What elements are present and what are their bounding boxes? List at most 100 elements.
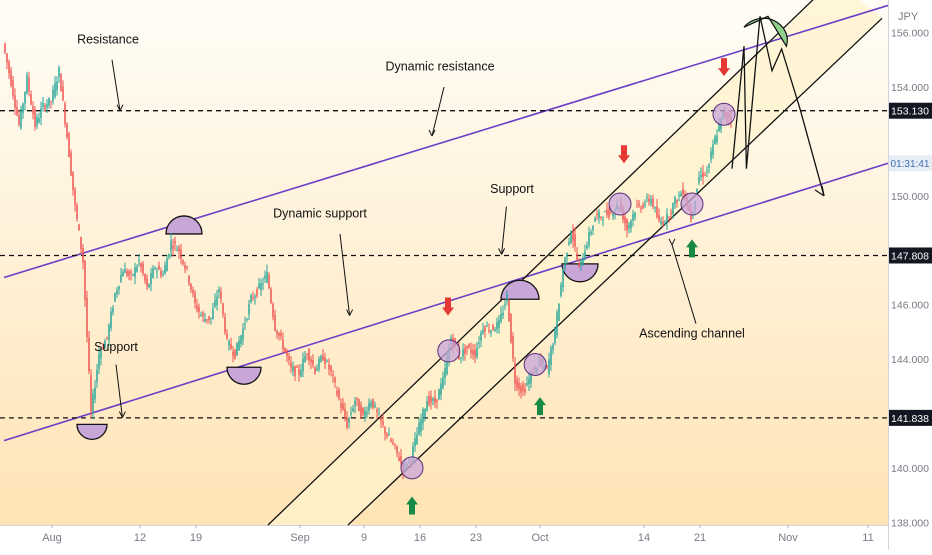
candle-body bbox=[290, 363, 292, 368]
candle-body bbox=[374, 405, 376, 407]
candle-body bbox=[62, 86, 64, 101]
candle-body bbox=[512, 336, 514, 359]
candle-body bbox=[4, 43, 6, 53]
candle-body bbox=[600, 216, 602, 218]
candle-body bbox=[352, 408, 354, 411]
candle-body bbox=[444, 367, 446, 378]
candle-body bbox=[668, 217, 670, 219]
candle-body bbox=[226, 333, 228, 339]
candle-body bbox=[242, 328, 244, 340]
candle-body bbox=[200, 314, 202, 316]
candle-body bbox=[490, 330, 492, 334]
channel-touch-circle bbox=[680, 192, 704, 216]
candle-body bbox=[664, 222, 666, 224]
level-label-bg bbox=[889, 102, 932, 119]
candle-body bbox=[674, 197, 676, 205]
candle-body bbox=[430, 395, 432, 403]
candle-body bbox=[212, 308, 214, 319]
candle-body bbox=[38, 118, 40, 123]
candle-body bbox=[492, 324, 494, 330]
candle-body bbox=[480, 332, 482, 341]
candle-body bbox=[666, 213, 668, 223]
price-tick-label: 140.000 bbox=[891, 463, 929, 475]
candle-body bbox=[280, 332, 282, 337]
candle-body bbox=[140, 263, 142, 268]
candle-body bbox=[572, 231, 574, 241]
candle-body bbox=[504, 304, 506, 306]
candle-body bbox=[362, 407, 364, 414]
candle-body bbox=[580, 259, 582, 265]
candle-body bbox=[400, 456, 402, 464]
candle-body bbox=[158, 265, 160, 270]
candle-body bbox=[96, 369, 98, 383]
candle-body bbox=[446, 356, 448, 374]
candle-body bbox=[238, 340, 240, 351]
candle-body bbox=[46, 104, 48, 108]
candle-body bbox=[496, 321, 498, 330]
candle-body bbox=[606, 209, 608, 216]
candle-body bbox=[640, 207, 642, 209]
candle-body bbox=[136, 266, 138, 272]
candle-body bbox=[228, 341, 230, 346]
candle-body bbox=[394, 444, 396, 446]
candle-body bbox=[436, 399, 438, 402]
candle-body bbox=[346, 417, 348, 428]
candle-body bbox=[70, 152, 72, 176]
projection-bubble bbox=[743, 15, 788, 48]
candle-body bbox=[326, 360, 328, 362]
candle-body bbox=[376, 409, 378, 413]
candle-body bbox=[292, 367, 294, 371]
time-tick-label: 19 bbox=[190, 532, 202, 544]
candle-body bbox=[464, 347, 466, 354]
annotation-label: Dynamic support bbox=[273, 207, 367, 221]
candle-body bbox=[682, 188, 684, 195]
candle-body bbox=[66, 123, 68, 138]
candle-body bbox=[624, 216, 626, 224]
buy-arrow-icon bbox=[406, 496, 418, 515]
candle-body bbox=[486, 325, 488, 327]
time-tick-label: 12 bbox=[134, 532, 146, 544]
candle-body bbox=[498, 319, 500, 328]
candle-body bbox=[560, 284, 562, 297]
candle-body bbox=[202, 312, 204, 317]
level-label-bg bbox=[889, 409, 932, 426]
channel-touch-circle bbox=[523, 353, 547, 377]
candle-body bbox=[360, 405, 362, 417]
candle-body bbox=[154, 268, 156, 270]
candle-body bbox=[82, 248, 84, 263]
shapes-layer bbox=[76, 215, 599, 440]
candle-body bbox=[378, 414, 380, 416]
candle-body bbox=[350, 413, 352, 415]
candle-body bbox=[652, 198, 654, 207]
candle-body bbox=[174, 240, 176, 244]
annotation-pointer-head bbox=[346, 309, 354, 316]
candle-body bbox=[530, 372, 532, 384]
candle-body bbox=[170, 240, 172, 251]
candle-body bbox=[412, 446, 414, 458]
candle-body bbox=[598, 211, 600, 219]
price-tick-label: 138.000 bbox=[891, 517, 929, 529]
annotation-pointer-head bbox=[428, 129, 436, 137]
candle-body bbox=[94, 387, 96, 400]
candle-body bbox=[588, 231, 590, 246]
current-price-tag bbox=[889, 155, 932, 172]
sell-arrow-icon bbox=[618, 145, 630, 164]
candle-body bbox=[566, 252, 568, 258]
candle-body bbox=[602, 219, 604, 221]
candle-body bbox=[342, 403, 344, 410]
candle-body bbox=[44, 105, 46, 110]
candle-body bbox=[612, 214, 614, 217]
time-tick-label: 11 bbox=[862, 532, 873, 544]
annotation-label: Dynamic resistance bbox=[385, 60, 494, 74]
candle-body bbox=[424, 409, 426, 418]
candle-body bbox=[22, 103, 24, 114]
candle-body bbox=[510, 313, 512, 343]
candle-body bbox=[604, 211, 606, 213]
candle-body bbox=[36, 117, 38, 126]
overlay-layer bbox=[406, 15, 825, 515]
candle-body bbox=[298, 369, 300, 375]
currency-label: JPY bbox=[898, 11, 919, 23]
candle-body bbox=[324, 357, 326, 365]
candle-body bbox=[460, 357, 462, 359]
candle-body bbox=[700, 174, 702, 177]
